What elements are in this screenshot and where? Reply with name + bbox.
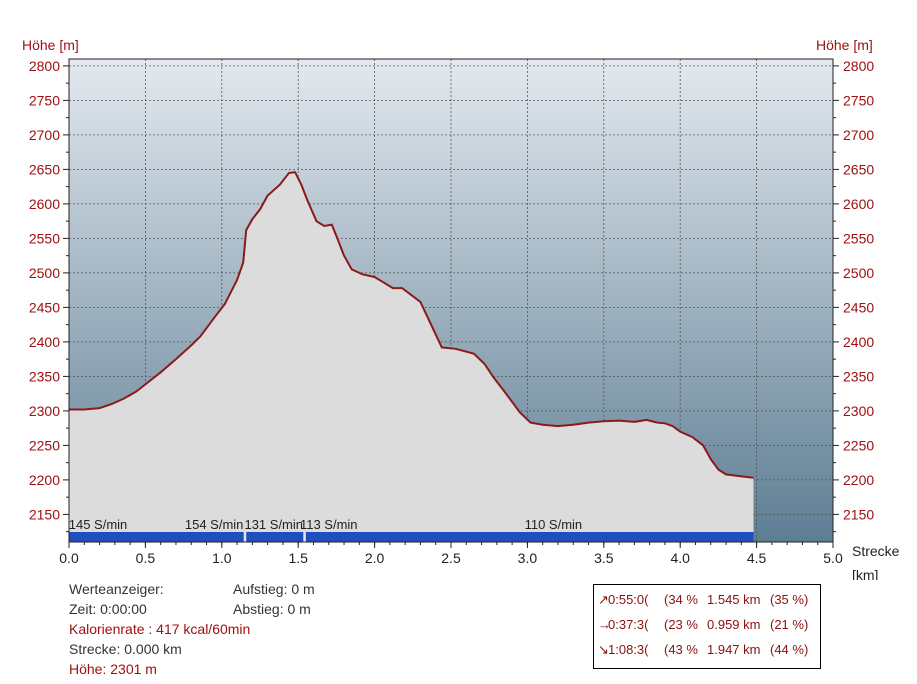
y-axis-label-right: Höhe [m] [816, 37, 873, 53]
segment-stats-box: ↗ 0:55:0( (34 % 1.545 km (35 %) → 0:37:3… [593, 584, 821, 669]
stats-time-percent: (23 % [664, 617, 698, 632]
y-tick-label-right: 2550 [843, 230, 874, 246]
y-tick-label-right: 2300 [843, 403, 874, 419]
stats-time-percent: (34 % [664, 592, 698, 607]
y-tick-label-right: 2400 [843, 334, 874, 350]
stats-distance: 1.947 km [707, 642, 761, 657]
x-axis-label: Strecke [852, 543, 900, 559]
cadence-label: 145 S/min [69, 517, 128, 532]
y-tick-label-left: 2750 [29, 92, 60, 108]
flat-arrow-icon: → [598, 617, 611, 632]
stats-time: 0:55:0( [608, 592, 649, 607]
stats-distance-percent: (21 %) [770, 617, 809, 632]
ascent-value: Aufstieg: 0 m [233, 581, 315, 597]
cadence-marker [303, 532, 306, 542]
altitude-value: Höhe: 2301 m [69, 661, 157, 677]
x-tick-label: 4.5 [747, 550, 767, 566]
elevation-area [69, 172, 754, 542]
y-tick-label-left: 2550 [29, 230, 60, 246]
stats-distance: 1.545 km [707, 592, 761, 607]
cadence-bar [69, 532, 754, 542]
stats-time: 0:37:3( [608, 617, 649, 632]
y-axis-right: 2800 2750 2700 2650 2600 2550 2500 2450 2400 2350… [833, 58, 874, 533]
y-axis-left: 2800 2750 2700 2650 2600 2550 2500 2450 2400 2350… [29, 58, 69, 533]
x-axis: 0.0 0.5 1.0 1.5 2.0 2.5 3.0 3.5 4.0 4.5 5.0 [59, 542, 843, 566]
y-tick-label-right: 2200 [843, 472, 874, 488]
stats-time-percent: (43 % [664, 642, 698, 657]
y-tick-label-right: 2800 [843, 58, 874, 74]
y-tick-label-right: 2700 [843, 127, 874, 143]
x-tick-label: 3.0 [518, 550, 538, 566]
cadence-label: 110 S/min [525, 517, 583, 532]
cadence-label: 113 S/min [300, 517, 358, 532]
y-tick-label-left: 2200 [29, 472, 60, 488]
calorie-rate-value: Kalorienrate : 417 kcal/60min [69, 621, 251, 637]
cadence-label: 154 S/min [185, 517, 244, 532]
y-tick-label-right: 2150 [843, 506, 874, 522]
y-tick-label-left: 2500 [29, 265, 60, 281]
cadence-marker [243, 532, 247, 542]
y-tick-label-left: 2600 [29, 196, 60, 212]
descent-value: Abstieg: 0 m [233, 601, 311, 617]
y-tick-label-left: 2400 [29, 334, 60, 350]
y-tick-label-right: 2500 [843, 265, 874, 281]
elevation-line [69, 171, 754, 479]
y-tick-label-left: 2700 [29, 127, 60, 143]
y-tick-label-left: 2350 [29, 368, 60, 384]
time-value: Zeit: 0:00:00 [69, 601, 147, 617]
y-tick-label-right: 2250 [843, 437, 874, 453]
y-tick-label-left: 2250 [29, 437, 60, 453]
x-tick-label: 0.0 [59, 550, 79, 566]
y-tick-label-left: 2650 [29, 161, 60, 177]
stats-distance: 0.959 km [707, 617, 761, 632]
x-tick-label: 5.0 [823, 550, 843, 566]
stats-distance-percent: (35 %) [770, 592, 809, 607]
x-tick-label: 2.0 [365, 550, 385, 566]
x-tick-label: 0.5 [136, 550, 156, 566]
x-tick-label: 3.5 [594, 550, 614, 566]
x-tick-label: 2.5 [441, 550, 461, 566]
y-tick-label-right: 2650 [843, 161, 874, 177]
y-tick-label-left: 2300 [29, 403, 60, 419]
ascent-arrow-icon: ↗ [598, 592, 609, 607]
y-tick-label-right: 2750 [843, 92, 874, 108]
stats-distance-percent: (44 %) [770, 642, 809, 657]
y-tick-label-left: 2800 [29, 58, 60, 74]
value-display-title: Werteanzeiger: [69, 581, 164, 597]
y-tick-label-right: 2600 [843, 196, 874, 212]
x-tick-label: 4.0 [670, 550, 690, 566]
y-tick-label-right: 2350 [843, 368, 874, 384]
x-axis-unit: [km] [852, 567, 878, 580]
y-axis-label-left: Höhe [m] [22, 37, 79, 53]
cadence-label: 131 S/min [244, 517, 303, 532]
distance-value: Strecke: 0.000 km [69, 641, 182, 657]
x-tick-label: 1.5 [288, 550, 308, 566]
y-tick-label-left: 2150 [29, 506, 60, 522]
descent-arrow-icon: ↘ [598, 642, 609, 657]
x-tick-label: 1.0 [212, 550, 232, 566]
y-tick-label-left: 2450 [29, 299, 60, 315]
y-tick-label-right: 2450 [843, 299, 874, 315]
stats-time: 1:08:3( [608, 642, 649, 657]
